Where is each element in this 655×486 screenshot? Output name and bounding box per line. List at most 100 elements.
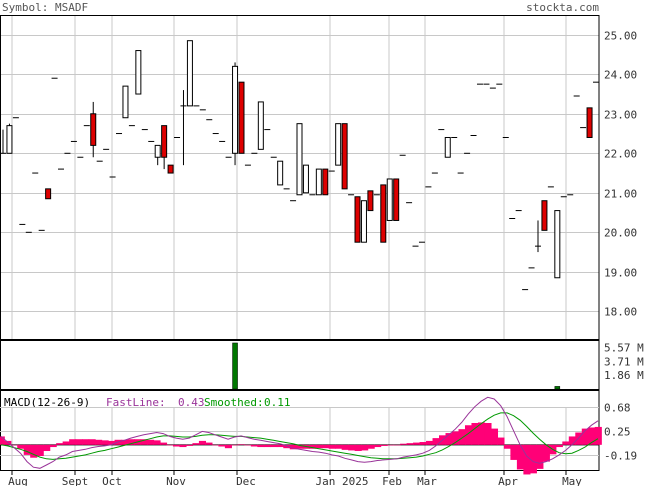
candle-up — [257, 101, 264, 150]
candle-down — [586, 107, 593, 138]
symbol-label: Symbol: MSADF — [2, 1, 88, 14]
macd-hist-bar — [594, 426, 602, 445]
candle-down — [354, 196, 361, 243]
price-tick-label: 25.00 — [604, 30, 637, 43]
macd-hist-bar — [296, 444, 304, 449]
price-tick-label: 22.00 — [604, 148, 637, 161]
macd-hist-bar — [179, 444, 187, 448]
candle-up — [335, 123, 342, 166]
macd-hist-bar — [250, 444, 258, 447]
candle-up — [302, 164, 309, 194]
candle-up — [135, 50, 142, 95]
macd-hist-bar — [575, 432, 583, 445]
macd-hist-bar — [192, 443, 200, 445]
macd-hist-bar — [276, 444, 284, 448]
candle-down — [167, 164, 174, 174]
macd-hist-bar — [367, 444, 375, 449]
candle-down — [341, 123, 348, 190]
macd-hist-bar — [432, 438, 440, 445]
macd-hist-bar — [231, 444, 239, 446]
candle-up — [360, 200, 367, 243]
x-tick-label: Jan 2025 — [316, 475, 369, 486]
price-panel: 25.00 24.00 23.00 22.00 21.00 20.00 19.00 18.00 — [0, 15, 637, 340]
volume-tick-label: 5.57 M — [604, 342, 644, 355]
macd-hist-bar — [328, 444, 336, 449]
macd-hist-bar — [555, 444, 563, 448]
macd-hist-bar — [263, 444, 271, 448]
macd-hist-bar — [393, 444, 401, 446]
macd-hist-bar — [361, 444, 369, 451]
candle-up — [444, 136, 451, 158]
macd-hist-bar — [484, 423, 492, 445]
macd-hist-bar — [426, 440, 434, 445]
x-tick-label: Oct — [102, 475, 122, 486]
macd-hist-bar — [464, 425, 473, 445]
macd-hist-bar — [315, 444, 323, 449]
candle-down — [161, 125, 168, 158]
macd-hist-bar — [211, 444, 219, 446]
candle-down — [45, 188, 52, 200]
volume-frame — [0, 340, 600, 390]
price-tick-label: 24.00 — [604, 69, 637, 82]
macd-hist-bar — [510, 444, 518, 460]
macd-hist-bar — [121, 439, 129, 445]
macd-tick-label: 0.68 — [604, 402, 631, 415]
brand-label: stockta.com — [526, 1, 599, 14]
candle-down — [322, 168, 329, 196]
price-tick-label: 21.00 — [604, 188, 637, 201]
macd-smoothed-line — [0, 412, 599, 460]
candle-up — [386, 178, 393, 221]
macd-hist-bar — [529, 444, 537, 474]
macd-hist-bar — [127, 439, 135, 445]
macd-hist-bar — [147, 439, 155, 445]
macd-hist-bar — [205, 442, 213, 445]
macd-hist-bar — [562, 441, 570, 445]
candle-down — [90, 113, 97, 146]
macd-hist-bar — [523, 444, 531, 475]
macd-hist-bar — [497, 437, 505, 445]
macd-hist-bar — [289, 444, 297, 450]
macd-hist-bar — [400, 443, 408, 445]
macd-hist-bar — [82, 439, 90, 445]
macd-hist-bar — [341, 444, 349, 450]
candle-up — [122, 85, 129, 119]
macd-hist-bar — [23, 444, 31, 455]
macd-hist-bar — [387, 444, 395, 446]
macd-hist-bar — [30, 444, 38, 458]
candle-up — [296, 123, 303, 196]
macd-hist-bar — [451, 431, 460, 445]
x-tick-label: Sept — [62, 475, 89, 486]
macd-hist-bar — [348, 444, 356, 451]
macd-hist-bar — [471, 423, 479, 445]
candle-up — [186, 40, 193, 107]
macd-hist-bar — [542, 444, 550, 462]
macd-hist-bar — [536, 444, 544, 469]
macd-hist-bar — [88, 439, 96, 445]
macd-hist-bar — [75, 439, 83, 445]
macd-smoothed-label: Smoothed: — [204, 396, 264, 409]
volume-bar — [232, 342, 238, 390]
macd-hist-bar — [588, 427, 596, 445]
macd-hist-bar — [185, 444, 194, 446]
macd-hist-bar — [224, 444, 232, 449]
candle-up — [315, 168, 322, 196]
macd-hist-bar — [354, 444, 362, 451]
macd-hist-bar — [458, 429, 466, 445]
x-tick-label: May — [562, 475, 582, 486]
price-tick-label: 20.00 — [604, 227, 637, 240]
macd-hist-bar — [0, 436, 5, 445]
candle-down — [238, 81, 245, 154]
macd-hist-bar — [419, 442, 427, 445]
volume-tick-label: 3.71 M — [604, 355, 644, 368]
x-tick-label: Apr — [498, 475, 518, 486]
macd-hist-bar — [380, 444, 388, 446]
candle-down — [380, 184, 387, 243]
macd-hist-bar — [10, 444, 18, 446]
macd-hist-bar — [218, 444, 226, 447]
macd-hist-bar — [62, 441, 70, 445]
macd-hist-bar — [159, 442, 168, 445]
macd-hist-bar — [198, 440, 207, 445]
macd-hist-bar — [101, 440, 109, 445]
